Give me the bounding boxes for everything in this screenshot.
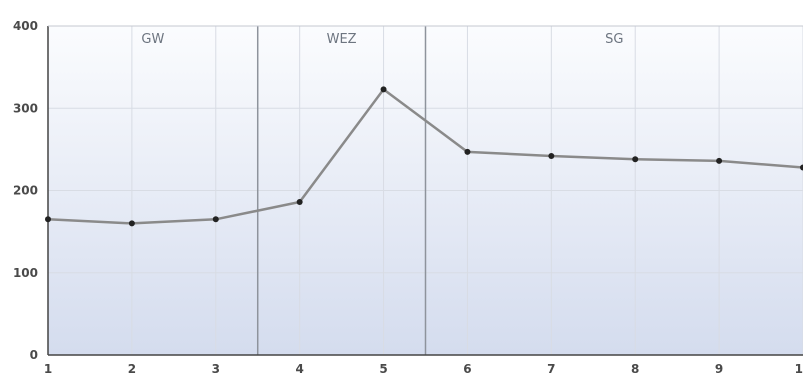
data-point-0-1	[128, 220, 135, 227]
region-label-sg: SG	[605, 32, 623, 47]
axes	[47, 25, 803, 356]
data-point-0-6	[548, 152, 555, 159]
y-tick-label-3: 300	[13, 101, 38, 115]
region-labels: GW WEZ SG	[141, 32, 623, 47]
y-tick-label-1: 100	[13, 266, 38, 280]
data-point-0-3	[296, 199, 303, 206]
x-tick-label-1: 2	[128, 362, 136, 376]
x-axis-ticks: 1 2 3 4 5 6 7 8 9 10	[44, 362, 803, 376]
region-label-gw: GW	[141, 32, 164, 47]
y-tick-label-4: 400	[13, 19, 38, 33]
series-line-0	[47, 87, 803, 225]
y-tick-label-2: 200	[13, 184, 38, 198]
region-label-wez: WEZ	[327, 32, 357, 47]
x-tick-label-7: 8	[631, 362, 639, 376]
data-point-0-2	[212, 216, 219, 223]
data-point-0-0	[45, 216, 51, 223]
y-axis-ticks: 0 100 200 300 400	[13, 19, 38, 362]
data-point-0-4	[380, 86, 387, 93]
x-tick-label-4: 5	[379, 362, 387, 376]
series-group	[45, 86, 803, 227]
x-tick-label-5: 6	[463, 362, 471, 376]
x-tick-label-6: 7	[547, 362, 555, 376]
region-dividers	[256, 26, 427, 355]
y-tick-label-0: 0	[30, 348, 38, 362]
x-tick-label-3: 4	[295, 362, 303, 376]
data-point-0-8	[716, 157, 723, 164]
data-point-0-5	[464, 148, 471, 155]
x-tick-label-9: 10	[795, 362, 803, 376]
x-tick-label-8: 9	[715, 362, 723, 376]
x-tick-label-0: 1	[44, 362, 52, 376]
data-point-0-7	[632, 156, 639, 163]
x-tick-label-2: 3	[212, 362, 220, 376]
data-point-0-9	[800, 164, 803, 171]
